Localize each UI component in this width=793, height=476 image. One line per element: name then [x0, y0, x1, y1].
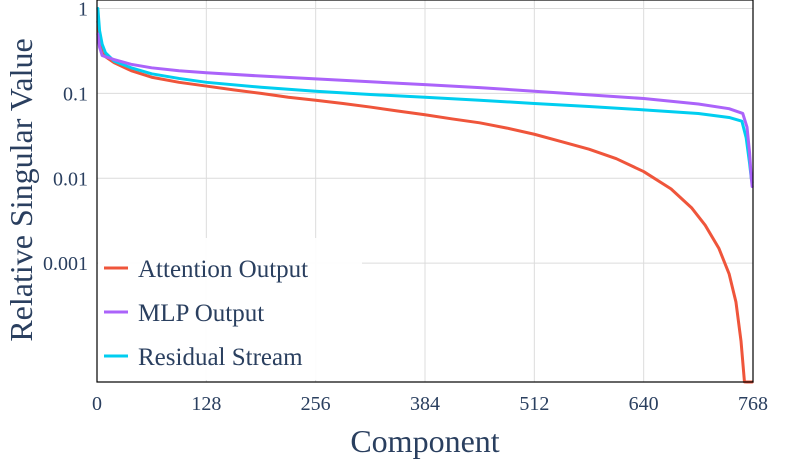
legend-label-attention-output: Attention Output [138, 256, 308, 283]
series-line-mlp-output [96, 32, 754, 188]
legend: Attention Output MLP Output Residual Str… [98, 238, 362, 380]
x-tick-label: 768 [738, 393, 768, 415]
legend-item-residual-stream: Residual Stream [104, 344, 303, 371]
legend-item-mlp-output: MLP Output [104, 300, 264, 327]
x-tick-label: 0 [92, 393, 102, 415]
x-tick-label: 384 [410, 393, 440, 415]
plot-frame [96, 0, 754, 383]
y-tick-labels: 1 0.1 0.01 0.001 [43, 0, 88, 275]
x-tick-labels: 0 128 256 384 512 640 768 [92, 393, 768, 415]
legend-background [98, 238, 362, 380]
legend-label-residual-stream: Residual Stream [138, 344, 303, 371]
x-tick-label: 128 [191, 393, 221, 415]
y-tick-label: 1 [78, 0, 88, 20]
y-tick-label: 0.001 [43, 253, 88, 275]
series-lines [96, 6, 754, 384]
y-tick-label: 0.01 [53, 168, 88, 190]
legend-label-mlp-output: MLP Output [138, 300, 264, 327]
x-tick-label: 640 [629, 393, 659, 415]
x-tick-label: 512 [519, 393, 549, 415]
x-axis-title: Component [350, 423, 499, 459]
series-line-attention-output [96, 20, 754, 384]
legend-item-attention-output: Attention Output [104, 256, 308, 283]
y-tick-label: 0.1 [63, 83, 88, 105]
y-axis-title: Relative Singular Value [3, 38, 39, 341]
x-tick-label: 256 [301, 393, 331, 415]
